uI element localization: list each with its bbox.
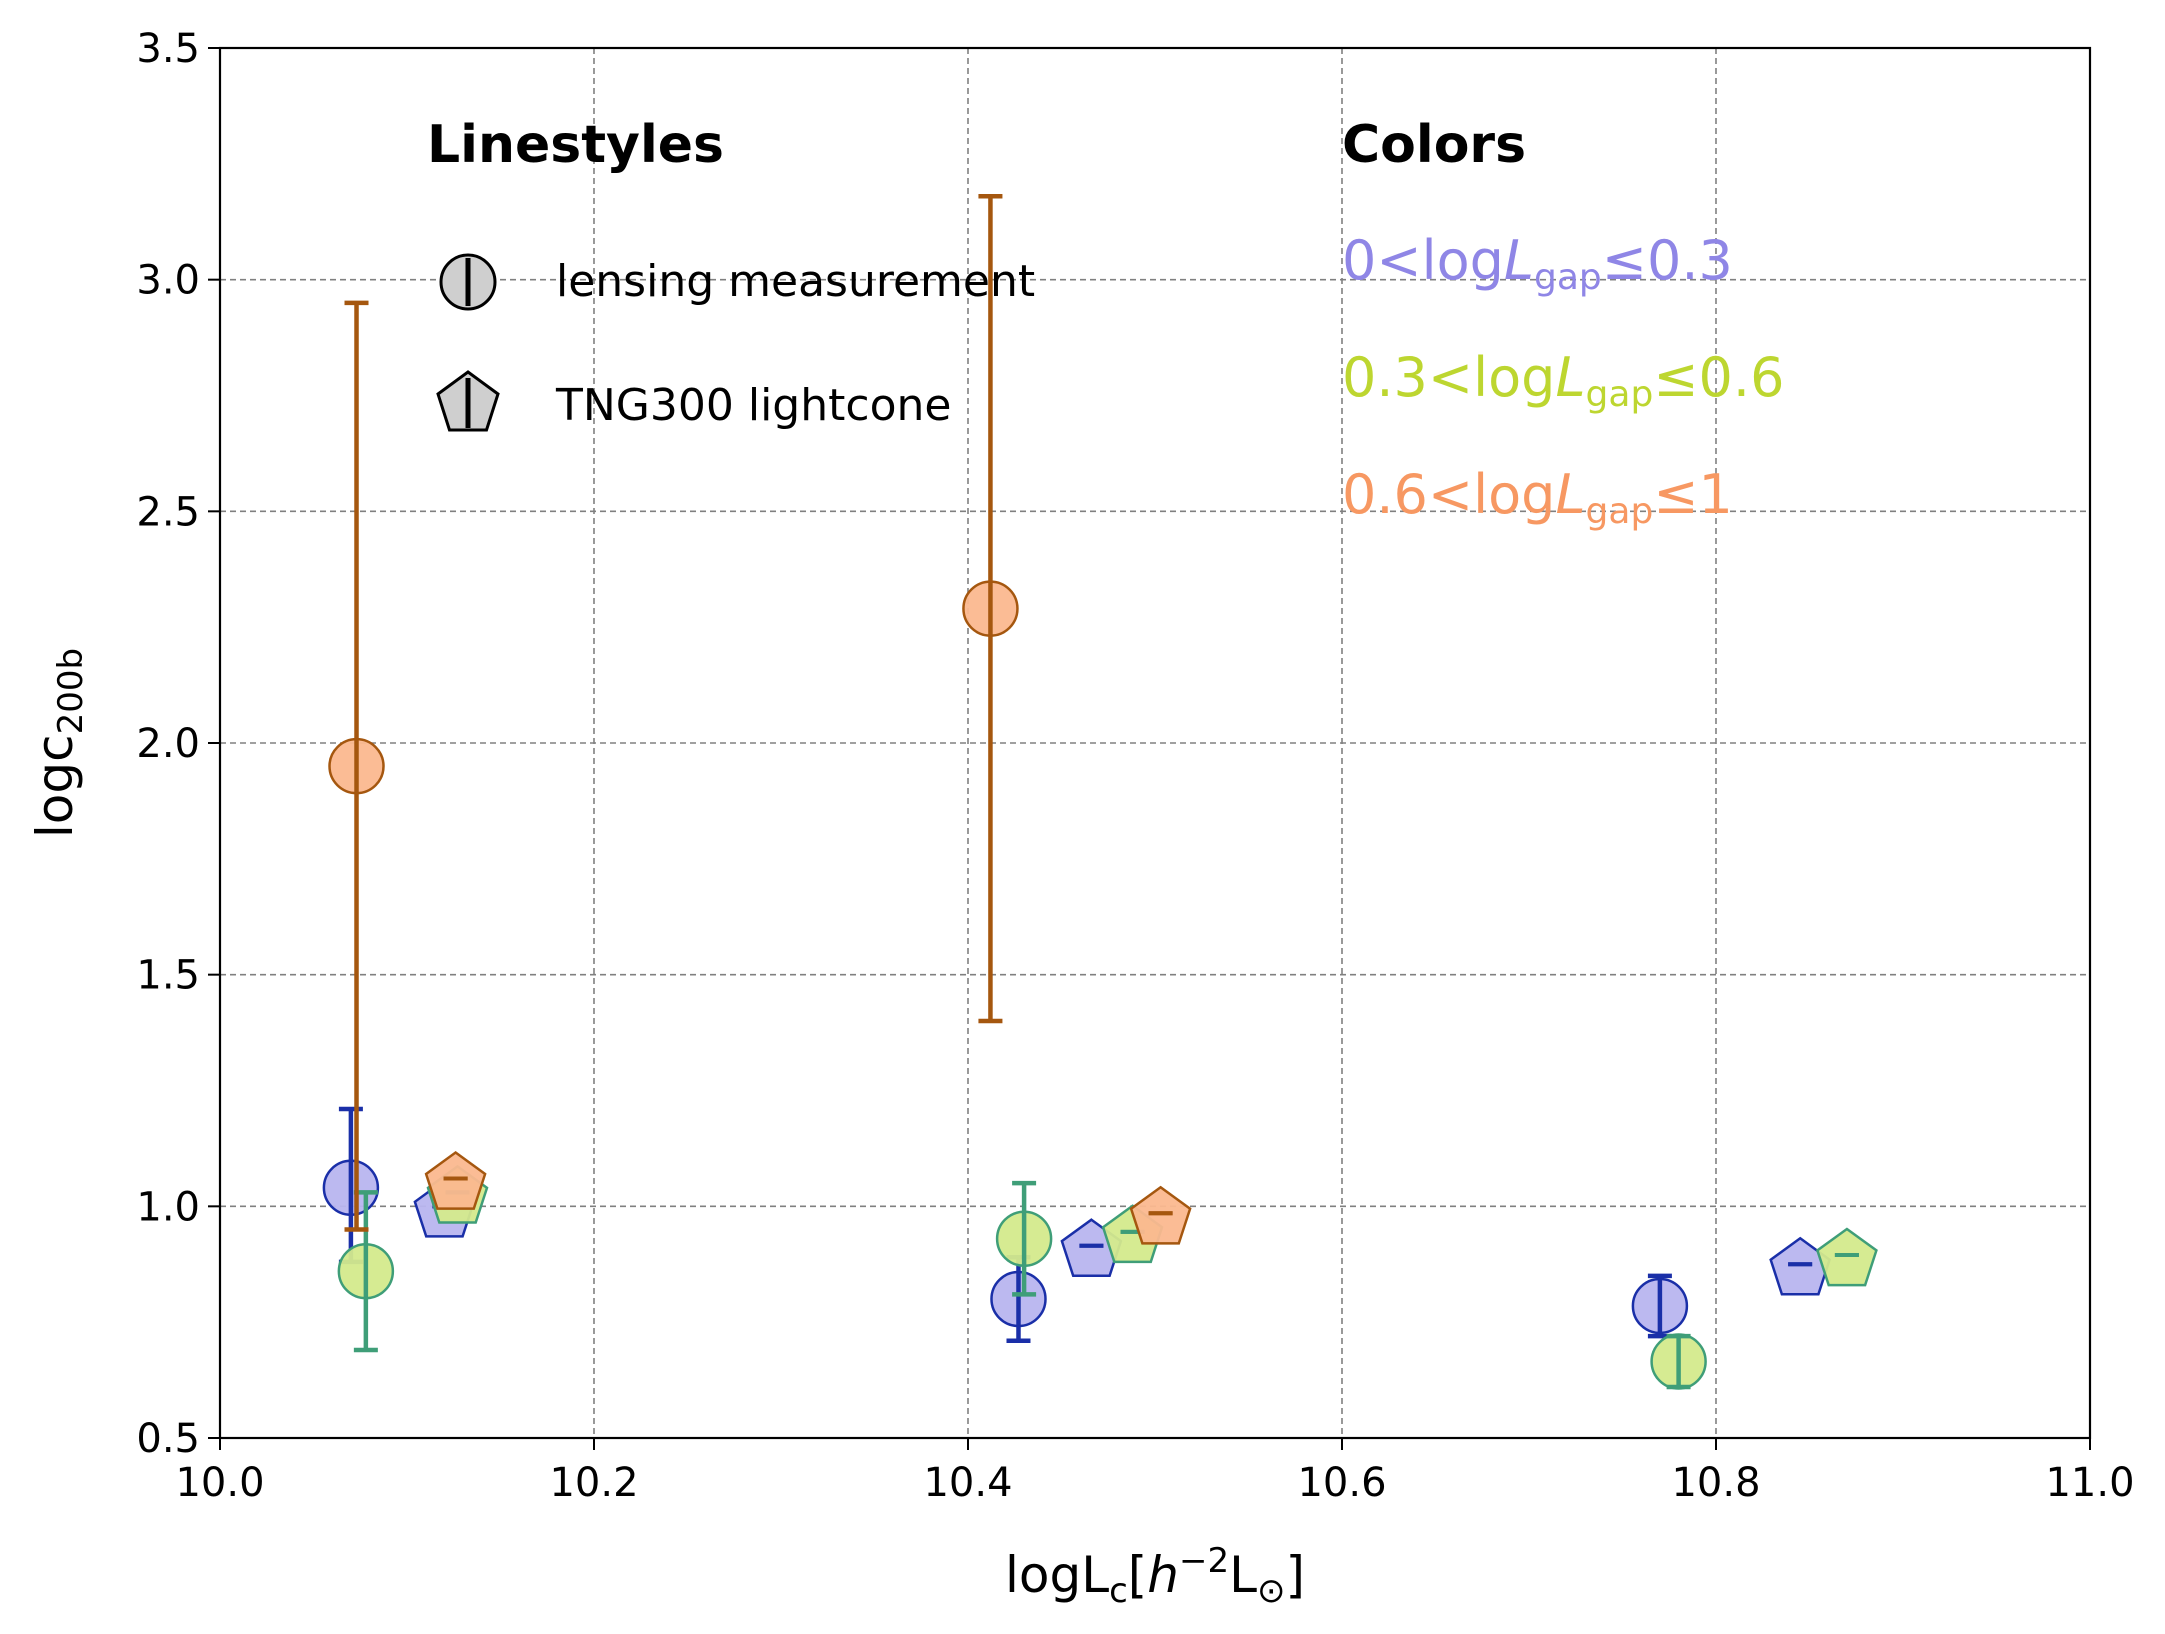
x-tick-label: 10.0: [175, 1460, 264, 1506]
y-tick-label: 2.0: [136, 721, 200, 767]
legend-entry-lensing: lensing measurement: [556, 256, 1035, 307]
x-tick-label: 11.0: [2045, 1460, 2134, 1506]
legend-entry-tng300: TNG300 lightcone: [555, 380, 951, 431]
legend-pentagon-marker: [436, 370, 500, 432]
colors-legend-title: Colors: [1342, 115, 1526, 175]
y-tick-label: 3.0: [136, 258, 200, 304]
y-tick-label: 1.5: [136, 953, 200, 999]
color-legend-entry-low: 0<logLgap≤0.3: [1342, 229, 1733, 298]
y-tick-label: 3.5: [136, 26, 200, 72]
color-legend-entry-mid: 0.3<logLgap≤0.6: [1342, 346, 1784, 415]
x-tick-label: 10.6: [1297, 1460, 1386, 1506]
y-axis-ticks: 0.5 1.0 1.5 2.0 2.5 3.0 3.5: [136, 26, 220, 1462]
data-marks: [322, 194, 1878, 1390]
series-group: [328, 194, 1192, 1245]
tng300-point: [1815, 1227, 1878, 1287]
y-tick-label: 1.0: [136, 1184, 200, 1230]
tng300-point: [424, 1150, 487, 1210]
linestyles-legend: Linestyles lensing measurement TNG300 li…: [427, 115, 1035, 432]
y-axis-label: logc200b: [26, 648, 91, 838]
y-tick-label: 0.5: [136, 1416, 200, 1462]
y-tick-label: 2.5: [136, 489, 200, 535]
legend-circle-marker: [439, 253, 497, 311]
x-tick-label: 10.2: [549, 1460, 638, 1506]
x-axis-label: logLc[h−2L⊙]: [1005, 1541, 1305, 1611]
color-legend-entry-high: 0.6<logLgap≤1: [1342, 463, 1733, 532]
x-tick-label: 10.8: [1671, 1460, 1760, 1506]
linestyles-legend-title: Linestyles: [427, 115, 724, 175]
tng300-point: [1129, 1185, 1192, 1245]
x-axis-ticks: 10.0 10.2 10.4 10.6 10.8 11.0: [175, 1438, 2135, 1506]
x-tick-label: 10.4: [923, 1460, 1012, 1506]
colors-legend: Colors 0<logLgap≤0.3 0.3<logLgap≤0.6 0.6…: [1342, 115, 1784, 532]
